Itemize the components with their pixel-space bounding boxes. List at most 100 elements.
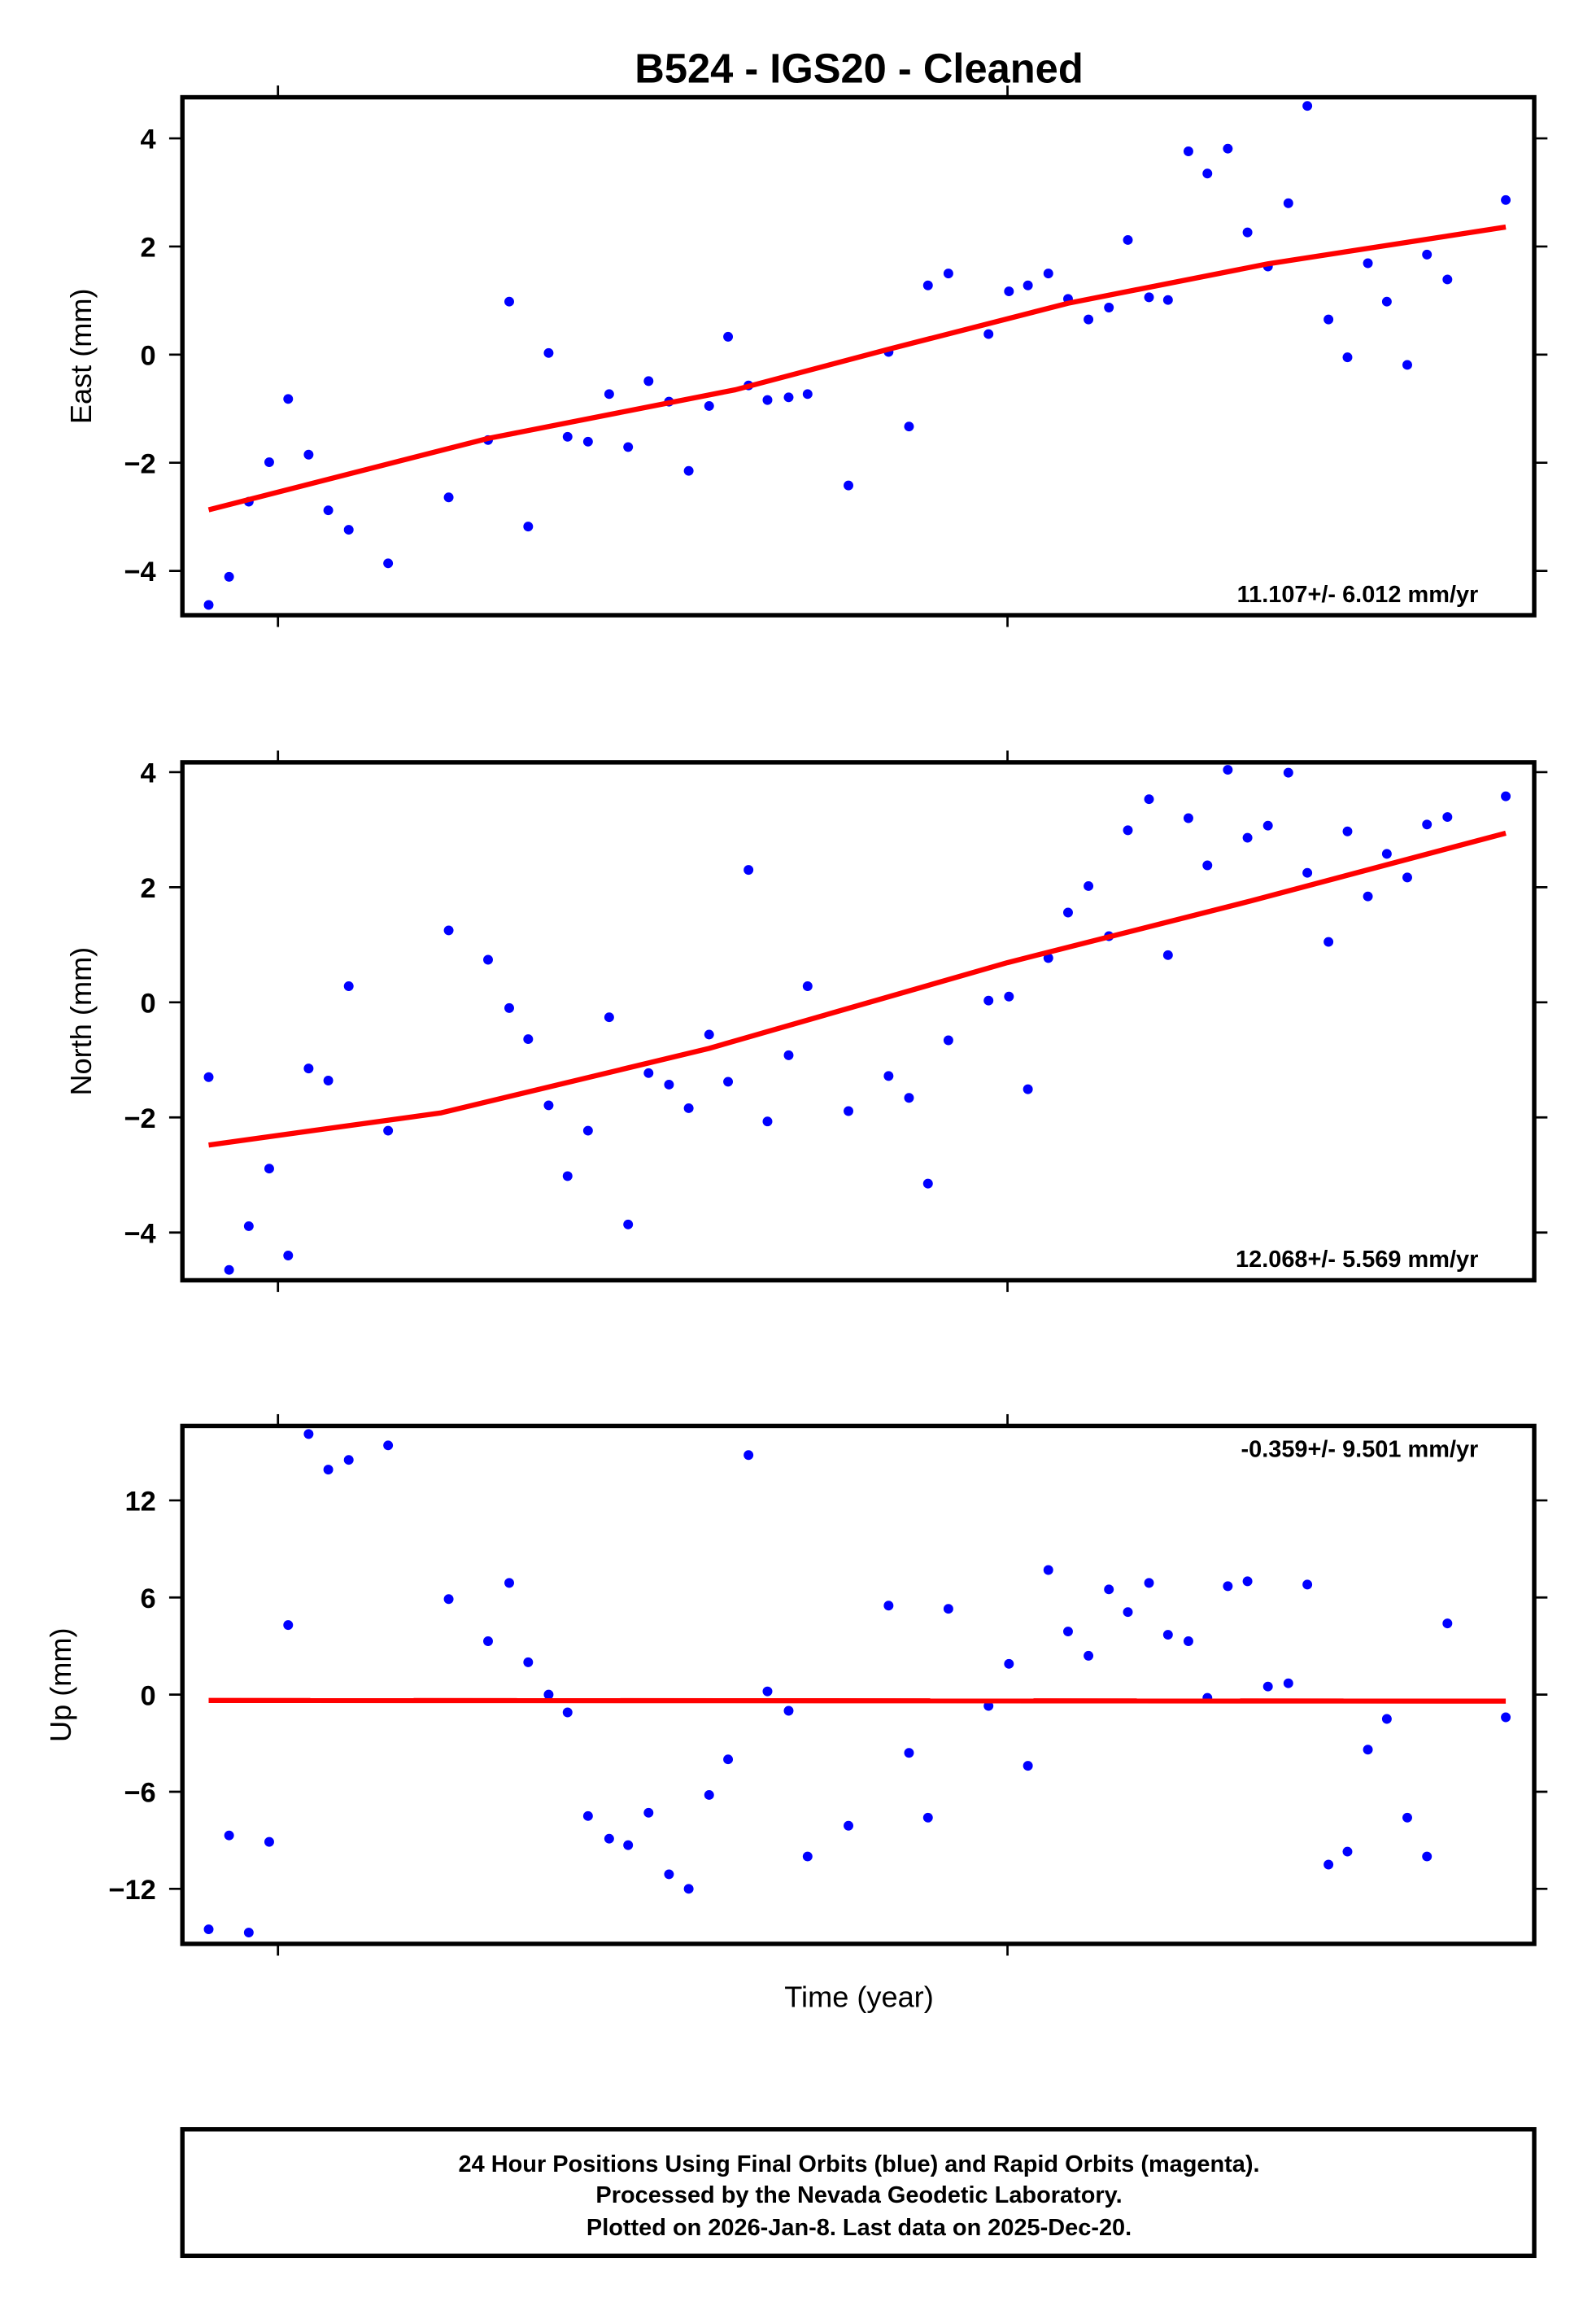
data-point-north: [643, 1068, 654, 1078]
data-point-up: [543, 1689, 554, 1700]
data-point-east: [1381, 296, 1392, 307]
data-point-north: [604, 1012, 614, 1023]
data-point-east: [1323, 314, 1334, 325]
data-point-north: [783, 1050, 794, 1060]
data-point-east: [323, 505, 334, 516]
data-point-north: [1063, 907, 1073, 918]
data-point-up: [1123, 1607, 1133, 1618]
data-point-north: [743, 865, 754, 876]
x-axis-label: Time (year): [784, 1981, 933, 2014]
data-point-up: [904, 1748, 914, 1758]
data-point-north: [283, 1251, 294, 1260]
data-point-up: [303, 1429, 314, 1439]
data-point-east: [523, 522, 534, 532]
data-point-east: [643, 376, 654, 387]
data-point-up: [664, 1869, 674, 1880]
data-point-up: [683, 1884, 694, 1894]
footer-frame: [180, 2127, 1537, 2259]
data-point-up: [1402, 1812, 1412, 1823]
data-point-north: [883, 1071, 894, 1081]
data-point-up: [743, 1450, 754, 1461]
data-point-up: [922, 1812, 933, 1823]
data-point-north: [1123, 825, 1133, 836]
data-point-north: [1342, 826, 1353, 836]
plot-frame: [180, 1423, 1537, 1946]
data-point-east: [343, 525, 354, 535]
y-axis-label-east: East (mm): [64, 288, 98, 424]
y-tick-label: 4: [141, 124, 156, 155]
data-point-up: [623, 1840, 634, 1850]
data-point-north: [1323, 937, 1334, 947]
data-point-north: [1043, 953, 1053, 963]
data-point-north: [543, 1100, 554, 1111]
data-point-east: [203, 600, 214, 610]
data-point-up: [1283, 1678, 1293, 1688]
data-point-up: [243, 1928, 254, 1938]
data-point-up: [943, 1604, 953, 1614]
data-point-up: [264, 1837, 274, 1847]
panel-east: −4 −2 0 2 4 East (mm) 11.107+/- 6.012 mm/yr: [64, 85, 1548, 627]
y-tick-label: 6: [141, 1583, 156, 1614]
footer-line-3: Plotted on 2026-Jan-8. Last data on 2025…: [587, 2215, 1132, 2241]
data-point-north: [343, 981, 354, 991]
data-point-east: [283, 394, 294, 404]
data-point-north: [704, 1029, 714, 1040]
data-point-east: [1004, 286, 1014, 297]
data-point-up: [323, 1465, 334, 1475]
panel-north: −4 −2 0 2 4 North (mm) 12.068+/- 5.569 mm/yr: [64, 750, 1548, 1292]
data-point-east: [582, 436, 593, 447]
data-point-east: [1202, 168, 1213, 179]
data-point-up: [203, 1924, 214, 1935]
data-point-up: [483, 1636, 493, 1646]
data-point-up: [1183, 1636, 1193, 1646]
data-point-east: [543, 347, 554, 358]
data-point-east: [1242, 227, 1253, 238]
data-point-east: [723, 331, 734, 342]
data-point-east: [1104, 303, 1114, 312]
rate-label-east: 11.107+/- 6.012 mm/yr: [1237, 582, 1479, 608]
data-point-up: [1342, 1846, 1353, 1857]
data-point-east: [802, 389, 813, 400]
y-tick-label: −6: [124, 1778, 156, 1809]
data-point-east: [264, 457, 274, 468]
data-point-north: [1004, 991, 1014, 1002]
data-point-north: [802, 981, 813, 991]
data-point-up: [604, 1833, 614, 1844]
data-point-up: [1023, 1761, 1033, 1771]
data-point-north: [1223, 765, 1233, 775]
data-point-north: [1402, 872, 1412, 883]
y-tick-label: 0: [141, 1680, 156, 1711]
data-point-up: [704, 1789, 714, 1800]
data-point-east: [224, 571, 234, 582]
y-axis-label-north: North (mm): [64, 947, 98, 1096]
data-point-east: [1283, 198, 1293, 208]
data-point-north: [1381, 849, 1392, 859]
data-point-up: [1084, 1650, 1094, 1661]
data-point-up: [1242, 1576, 1253, 1587]
data-point-north: [1242, 832, 1253, 843]
chart-title: B524 - IGS20 - Cleaned: [634, 45, 1083, 91]
y-tick-label: 2: [141, 873, 156, 904]
footer-line-1: 24 Hour Positions Using Final Orbits (bl…: [459, 2151, 1260, 2177]
data-point-up: [1262, 1681, 1273, 1692]
data-point-east: [922, 280, 933, 290]
data-point-east: [604, 389, 614, 400]
data-point-north: [203, 1072, 214, 1082]
data-point-north: [1162, 950, 1173, 960]
data-point-up: [1501, 1712, 1511, 1723]
plot-frame: [180, 94, 1537, 618]
data-point-north: [1023, 1084, 1033, 1094]
data-point-north: [303, 1063, 314, 1074]
data-point-east: [1342, 352, 1353, 363]
data-point-north: [243, 1221, 254, 1231]
data-point-up: [1381, 1714, 1392, 1724]
data-point-up: [562, 1707, 573, 1718]
data-point-east: [623, 442, 634, 452]
data-point-east: [844, 480, 854, 491]
data-point-north: [623, 1219, 634, 1229]
data-point-north: [762, 1116, 773, 1127]
data-point-north: [1144, 794, 1154, 805]
data-point-east: [1402, 360, 1412, 370]
data-point-north: [844, 1106, 854, 1116]
